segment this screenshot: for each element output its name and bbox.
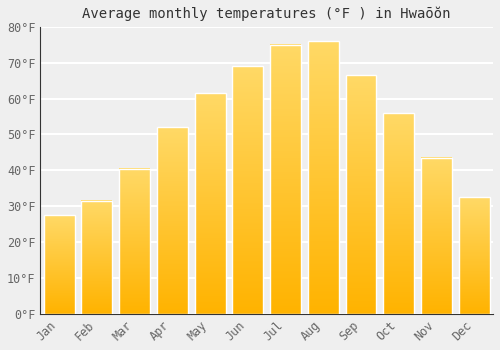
Bar (157, 127, 188, 314)
Bar (44, 215, 74, 314)
Bar (384, 113, 414, 314)
Bar (308, 41, 338, 314)
Bar (421, 158, 452, 314)
Bar (119, 169, 150, 314)
Bar (82, 201, 112, 314)
Bar (458, 197, 490, 314)
Bar (346, 75, 376, 314)
Bar (44, 215, 74, 314)
Bar (270, 45, 301, 314)
Bar (421, 158, 452, 314)
Bar (194, 93, 226, 314)
Bar (270, 45, 301, 314)
Bar (82, 201, 112, 314)
Bar (232, 66, 264, 314)
Bar (119, 169, 150, 314)
Title: Average monthly temperatures (°F ) in Hwaōŏn: Average monthly temperatures (°F ) in Hw… (82, 7, 451, 21)
Bar (346, 75, 376, 314)
Bar (194, 93, 226, 314)
Bar (458, 197, 490, 314)
Bar (384, 113, 414, 314)
Bar (308, 41, 338, 314)
Bar (232, 66, 264, 314)
Bar (157, 127, 188, 314)
